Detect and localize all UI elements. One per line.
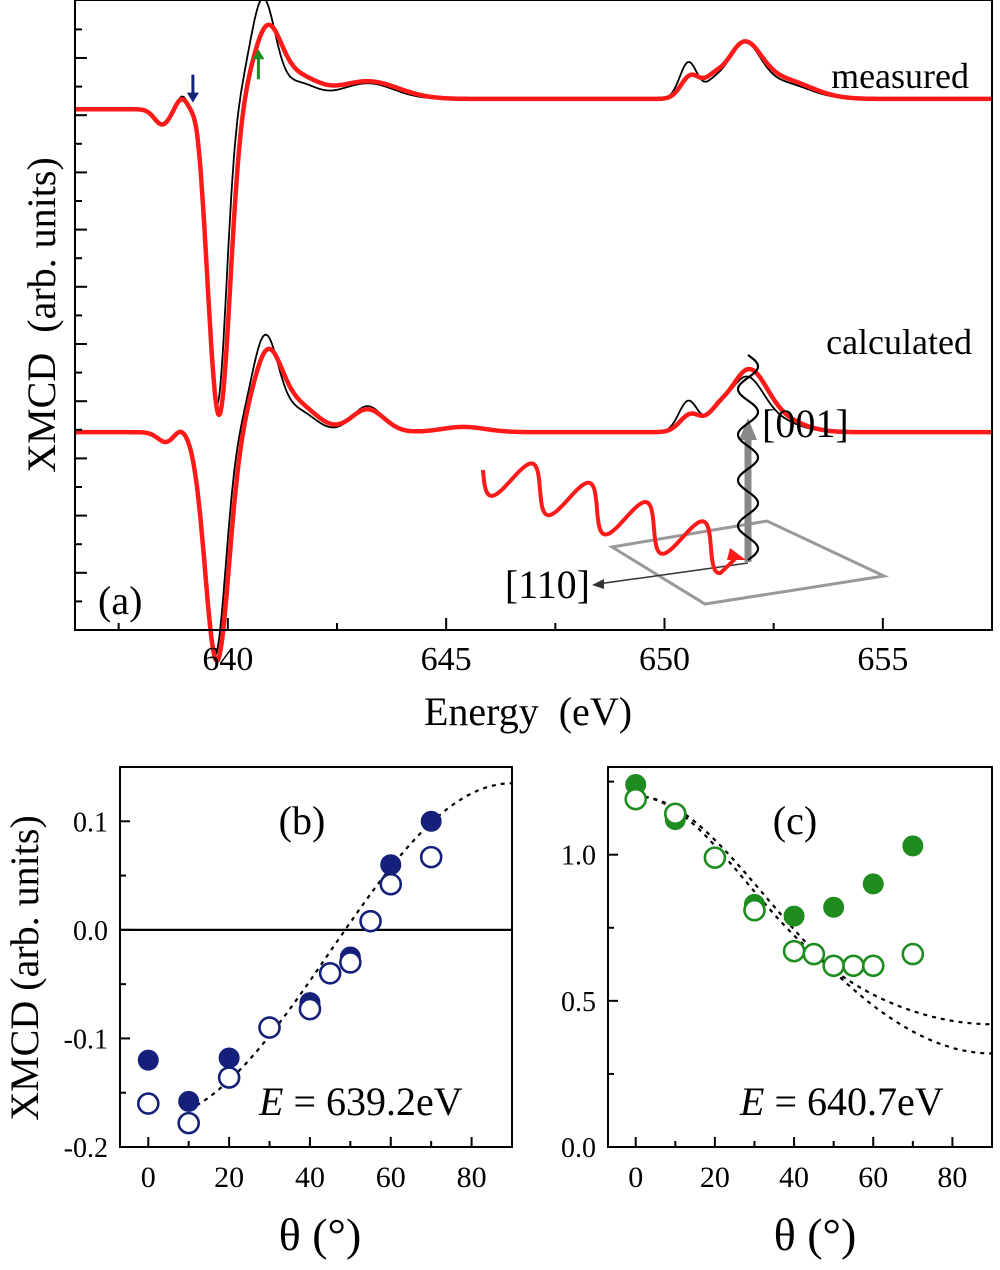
x-tick-label: 655 bbox=[857, 641, 908, 678]
y-tick-label: 0.5 bbox=[561, 987, 596, 1018]
data-point-open bbox=[136, 1092, 160, 1115]
data-point-open bbox=[217, 1066, 241, 1089]
data-point-open bbox=[419, 845, 443, 869]
data-point-open bbox=[802, 942, 826, 966]
incident-photon-arrowhead bbox=[727, 548, 746, 560]
panel-b-xlabel: θ (°) bbox=[279, 1209, 362, 1260]
measured-spectrum-red bbox=[73, 22, 994, 418]
data-point-open bbox=[782, 939, 806, 963]
data-point-open bbox=[258, 1016, 281, 1039]
panel-c-label: (c) bbox=[773, 798, 817, 843]
data-point-open bbox=[339, 951, 362, 974]
data-point-open bbox=[624, 787, 648, 811]
data-point-filled bbox=[823, 896, 845, 918]
energy-value: = 640.7eV bbox=[764, 1079, 943, 1124]
x-tick-label: 60 bbox=[858, 1161, 888, 1194]
data-point-filled bbox=[862, 873, 884, 895]
geometry-inset: [001] [110] bbox=[481, 354, 890, 607]
panel-c-frame bbox=[607, 766, 993, 1148]
panel-b-plot-area bbox=[120, 782, 512, 1135]
marker-arrow-down-head bbox=[186, 92, 199, 103]
panel-b-ylabel: XMCD (arb. units) bbox=[2, 815, 47, 1121]
data-point-open bbox=[703, 846, 727, 869]
label-001: [001] bbox=[762, 401, 849, 446]
panel-a-ylabel: XMCD (arb. units) bbox=[19, 157, 64, 473]
calculated-spectrum-red bbox=[73, 346, 994, 664]
series-label-calculated: calculated bbox=[826, 322, 972, 362]
x-tick-label: 645 bbox=[421, 641, 472, 678]
y-tick-label: 1.0 bbox=[561, 841, 596, 872]
x-tick-label: 80 bbox=[937, 1161, 967, 1194]
data-point-open bbox=[298, 997, 322, 1021]
incident-photon-wave bbox=[481, 461, 740, 576]
panel-b-ticks: 0 20 40 60 80 -0.2 -0.1 0.0 0.1 bbox=[64, 807, 487, 1194]
data-point-open bbox=[318, 961, 342, 985]
emitted-photon-wave bbox=[736, 354, 760, 561]
panel-b-frame bbox=[119, 766, 513, 1148]
data-point-open bbox=[861, 954, 885, 978]
energy-symbol: E bbox=[258, 1079, 283, 1124]
panel-a-label: (a) bbox=[98, 578, 142, 623]
x-tick-label: 0 bbox=[141, 1161, 156, 1194]
data-point-open bbox=[842, 954, 865, 978]
axis-001-arrowhead bbox=[739, 418, 757, 440]
x-tick-label: 60 bbox=[376, 1161, 406, 1194]
energy-value: = 639.2eV bbox=[283, 1079, 462, 1124]
data-point-filled bbox=[178, 1090, 200, 1112]
panel-c-energy-annotation: E = 640.7eV bbox=[739, 1079, 944, 1124]
panel-a: 640 645 650 655 [001] [110] (a) measured ca… bbox=[19, 0, 994, 734]
x-tick-label: 0 bbox=[628, 1161, 643, 1194]
fit-curve-dotted bbox=[635, 795, 993, 1055]
y-tick-label: -0.1 bbox=[64, 1024, 108, 1055]
data-point-open bbox=[743, 898, 766, 922]
sample-plane bbox=[607, 519, 890, 606]
y-tick-label: 0.0 bbox=[73, 916, 108, 947]
data-point-open bbox=[822, 954, 845, 978]
data-point-filled bbox=[783, 905, 805, 927]
data-point-open bbox=[663, 802, 687, 826]
panel-b-label: (b) bbox=[279, 798, 326, 843]
axis-110-line bbox=[597, 562, 749, 585]
data-point-filled bbox=[218, 1047, 240, 1069]
x-tick-label: 80 bbox=[457, 1161, 487, 1194]
series-label-measured: measured bbox=[831, 56, 969, 96]
axis-110-arrowhead bbox=[592, 579, 604, 589]
panel-c-plot-area bbox=[624, 774, 993, 1055]
x-tick-label: 640 bbox=[202, 641, 253, 678]
data-point-filled bbox=[420, 810, 442, 832]
y-tick-label: 0.0 bbox=[561, 1133, 596, 1164]
label-110: [110] bbox=[505, 562, 590, 607]
x-tick-label: 650 bbox=[639, 641, 690, 678]
panel-b: 0 20 40 60 80-0.2-0.10.00.1 (b) E = 639.2eV … bbox=[2, 766, 513, 1260]
panel-a-plot-area bbox=[73, 0, 994, 664]
x-tick-label: 20 bbox=[214, 1161, 244, 1194]
y-tick-label: -0.2 bbox=[64, 1133, 108, 1164]
panel-c: 0 20 40 60 80 0.0 0.5 1.0 (c) E = 640.7eV θ (°) bbox=[561, 766, 993, 1260]
x-tick-label: 20 bbox=[700, 1161, 730, 1194]
energy-symbol: E bbox=[739, 1079, 764, 1124]
panel-c-xlabel: θ (°) bbox=[774, 1209, 857, 1260]
panel-c-ticks: 0 20 40 60 80 0.0 0.5 1.0 bbox=[561, 780, 967, 1194]
x-tick-label: 40 bbox=[295, 1161, 325, 1194]
data-point-open bbox=[359, 909, 382, 933]
panel-a-ticks: 640 645 650 655 bbox=[75, 28, 908, 678]
data-point-open bbox=[379, 872, 403, 896]
panel-a-xlabel: Energy (eV) bbox=[424, 689, 632, 734]
data-point-open bbox=[177, 1111, 201, 1135]
marker-arrow-up-head bbox=[252, 49, 265, 60]
panel-b-energy-annotation: E = 639.2eV bbox=[258, 1079, 463, 1124]
data-point-filled bbox=[137, 1049, 159, 1071]
x-tick-label: 40 bbox=[779, 1161, 809, 1194]
y-tick-label: 0.1 bbox=[73, 807, 108, 838]
data-point-filled bbox=[380, 854, 402, 876]
data-point-open bbox=[901, 942, 925, 966]
data-point-filled bbox=[902, 835, 924, 857]
